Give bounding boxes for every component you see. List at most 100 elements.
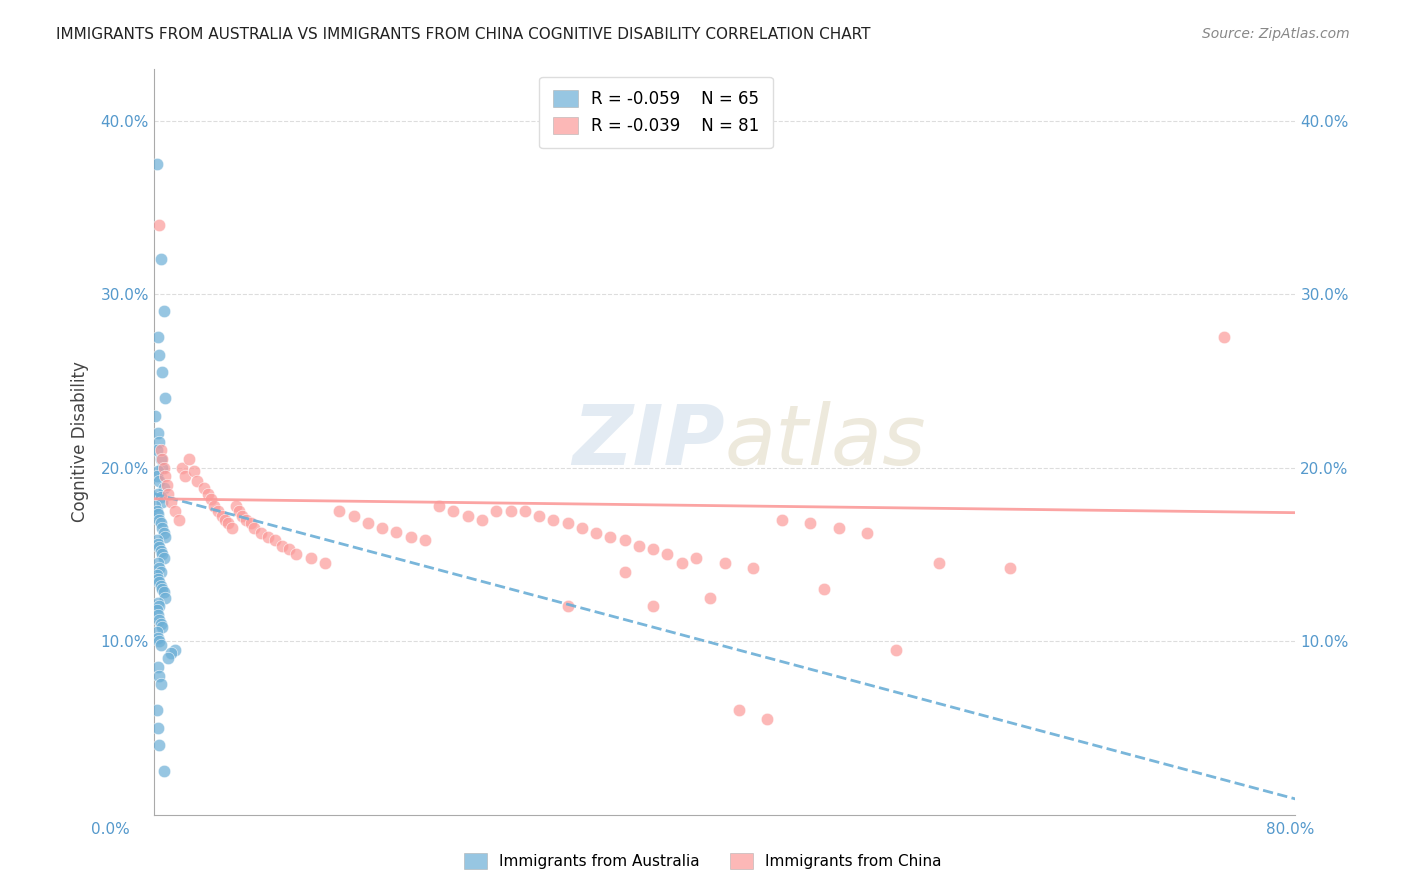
Point xyxy=(385,524,408,539)
Y-axis label: Cognitive Disability: Cognitive Disability xyxy=(72,361,89,522)
Point xyxy=(152,526,174,541)
Point xyxy=(441,504,464,518)
Point xyxy=(235,513,257,527)
Point xyxy=(150,521,173,535)
Point xyxy=(713,556,735,570)
Point xyxy=(148,348,170,362)
Point xyxy=(770,513,793,527)
Point xyxy=(146,596,169,610)
Point xyxy=(499,504,522,518)
Point xyxy=(193,482,215,496)
Point xyxy=(571,521,593,535)
Point xyxy=(314,556,336,570)
Point xyxy=(149,544,172,558)
Point xyxy=(143,499,166,513)
Point xyxy=(148,613,170,627)
Point xyxy=(146,330,169,344)
Text: atlas: atlas xyxy=(724,401,927,482)
Text: Source: ZipAtlas.com: Source: ZipAtlas.com xyxy=(1202,27,1350,41)
Point xyxy=(145,469,167,483)
Point xyxy=(150,451,173,466)
Point xyxy=(145,703,167,717)
Point xyxy=(756,712,779,726)
Point xyxy=(485,504,508,518)
Point xyxy=(152,764,174,779)
Point xyxy=(145,625,167,640)
Point xyxy=(165,504,187,518)
Point xyxy=(149,516,172,530)
Point xyxy=(150,547,173,561)
Point xyxy=(165,642,187,657)
Point xyxy=(150,460,173,475)
Point xyxy=(150,620,173,634)
Point xyxy=(685,550,707,565)
Point xyxy=(148,475,170,489)
Point xyxy=(657,547,679,561)
Legend: R = -0.059    N = 65, R = -0.039    N = 81: R = -0.059 N = 65, R = -0.039 N = 81 xyxy=(540,77,773,148)
Point xyxy=(271,539,294,553)
Point xyxy=(160,495,183,509)
Point xyxy=(186,475,208,489)
Point xyxy=(627,539,650,553)
Text: 80.0%: 80.0% xyxy=(1267,822,1315,837)
Point xyxy=(699,591,721,605)
Point xyxy=(399,530,422,544)
Point xyxy=(828,521,851,535)
Point xyxy=(197,486,219,500)
Point xyxy=(146,631,169,645)
Point xyxy=(149,677,172,691)
Point xyxy=(153,591,176,605)
Point xyxy=(172,460,194,475)
Point xyxy=(148,575,170,590)
Point xyxy=(148,669,170,683)
Point xyxy=(257,530,280,544)
Point xyxy=(149,490,172,504)
Point xyxy=(342,509,364,524)
Point xyxy=(149,565,172,579)
Point xyxy=(214,513,236,527)
Point xyxy=(155,478,177,492)
Point xyxy=(613,565,636,579)
Point xyxy=(884,642,907,657)
Point xyxy=(160,646,183,660)
Point xyxy=(169,513,191,527)
Point xyxy=(146,464,169,478)
Point xyxy=(249,526,271,541)
Point xyxy=(285,547,308,561)
Point xyxy=(856,526,879,541)
Point xyxy=(146,508,169,522)
Point xyxy=(149,443,172,458)
Point xyxy=(527,509,550,524)
Point xyxy=(357,516,380,530)
Point xyxy=(217,516,239,530)
Point xyxy=(278,542,301,557)
Point xyxy=(152,585,174,599)
Point xyxy=(145,533,167,548)
Point xyxy=(156,651,179,665)
Point xyxy=(457,509,479,524)
Point xyxy=(231,509,253,524)
Point xyxy=(728,703,751,717)
Point xyxy=(148,561,170,575)
Point xyxy=(149,616,172,631)
Point xyxy=(148,218,170,232)
Point xyxy=(149,252,172,267)
Point xyxy=(221,521,243,535)
Point xyxy=(152,460,174,475)
Point xyxy=(148,541,170,555)
Text: ZIP: ZIP xyxy=(572,401,724,482)
Point xyxy=(513,504,536,518)
Point xyxy=(202,499,225,513)
Point xyxy=(145,568,167,582)
Point xyxy=(148,738,170,752)
Point xyxy=(585,526,607,541)
Point xyxy=(557,516,579,530)
Point xyxy=(225,499,247,513)
Point xyxy=(427,499,450,513)
Point xyxy=(148,599,170,614)
Point xyxy=(239,516,262,530)
Point xyxy=(211,509,233,524)
Point xyxy=(264,533,287,548)
Point xyxy=(183,464,205,478)
Point xyxy=(153,391,176,405)
